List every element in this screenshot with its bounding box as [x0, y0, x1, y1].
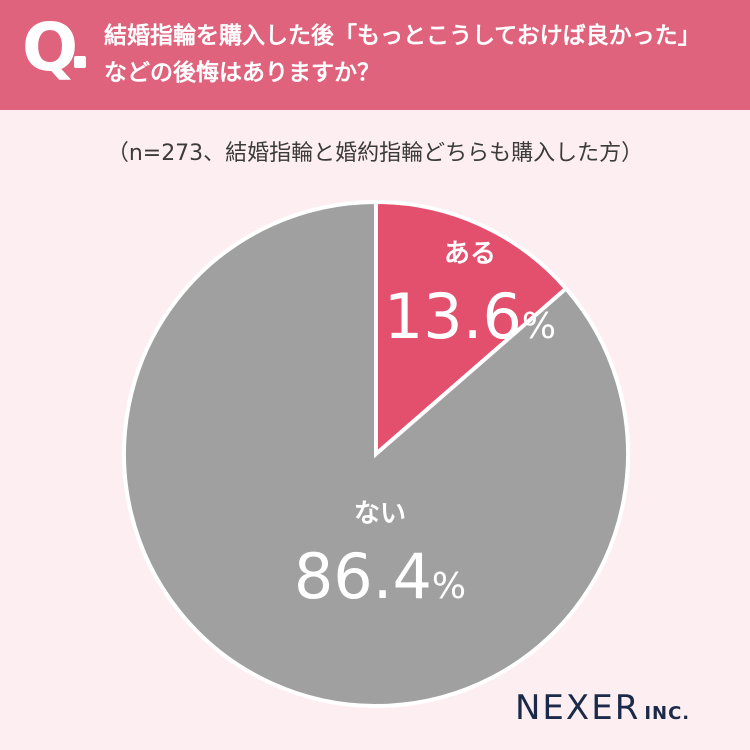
logo-suffix: INC.	[644, 703, 691, 724]
slice-label-no: ない	[354, 499, 406, 529]
question-text: 結婚指輪を購入した後「もっとこうしておけば良かった」 などの後悔はありますか？	[104, 18, 734, 92]
question-banner: Q 結婚指輪を購入した後「もっとこうしておけば良かった」 などの後悔はありますか…	[0, 0, 750, 110]
q-dot	[74, 56, 86, 68]
pie-slice-no	[122, 199, 630, 708]
question-line-1: 結婚指輪を購入した後「もっとこうしておけば良かった」	[104, 23, 701, 49]
slice-value-yes: 13.6%	[384, 280, 556, 353]
q-mark: Q	[22, 9, 79, 86]
logo-main: NEXER	[515, 688, 641, 728]
sample-note: （n=273、結婚指輪と婚約指輪どちらも購入した方）	[106, 141, 644, 166]
nexer-logo: NEXER INC.	[515, 688, 690, 728]
pie-slice-yes	[374, 199, 569, 459]
slice-label-yes: ある	[444, 239, 496, 269]
slice-value-no: 86.4%	[294, 540, 466, 613]
question-line-2: などの後悔はありますか？	[104, 60, 380, 86]
